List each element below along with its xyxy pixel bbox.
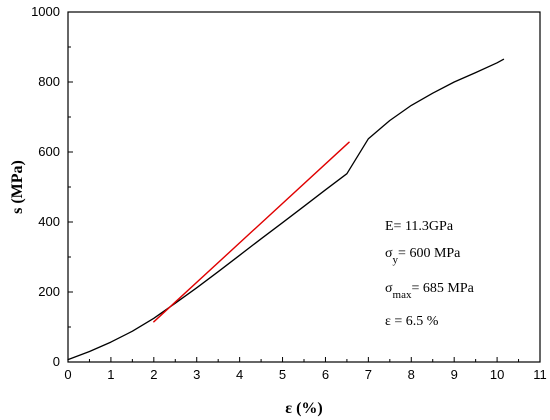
stress-strain-curve [67,58,505,361]
x-tick-label: 10 [490,367,504,382]
x-axis-title: ε (%) [285,400,323,417]
y-tick-label: 600 [38,144,60,159]
x-tick-label: 11 [533,367,547,382]
y-tick-label: 0 [53,354,60,369]
plot-frame [67,11,541,363]
annotation-text: σmax= 685 MPa [385,281,475,301]
x-tick-label: 5 [279,367,286,382]
series-layer [67,58,505,361]
x-tick-label: 1 [107,367,114,382]
y-tick-label: 1000 [31,4,60,19]
x-tick-label: 8 [408,367,415,382]
annotation-text: σy= 600 MPa [385,246,461,266]
x-tick-label: 7 [365,367,372,382]
x-tick-label: 0 [64,367,71,382]
linear-fit-line [153,141,350,323]
ticks-layer: 0 1 2 3 4 5 6 7 8 9 10 11 0 200 400 600 800 1000 [31,4,547,382]
y-tick-label: 800 [38,74,60,89]
x-tick-label: 2 [150,367,157,382]
x-tick-label: 6 [322,367,329,382]
x-tick-label: 9 [451,367,458,382]
annotation-text: ε = 6.5 % [385,314,439,329]
y-axis-title: s (MPa) [9,160,26,214]
y-tick-label: 400 [38,214,60,229]
y-tick-label: 200 [38,284,60,299]
x-tick-label: 3 [193,367,200,382]
x-tick-label: 4 [236,367,243,382]
annotation-layer: E= 11.3GPa σy= 600 MPa σmax= 685 MPa ε = 6.… [385,219,475,329]
annotation-text: E= 11.3GPa [385,219,454,234]
